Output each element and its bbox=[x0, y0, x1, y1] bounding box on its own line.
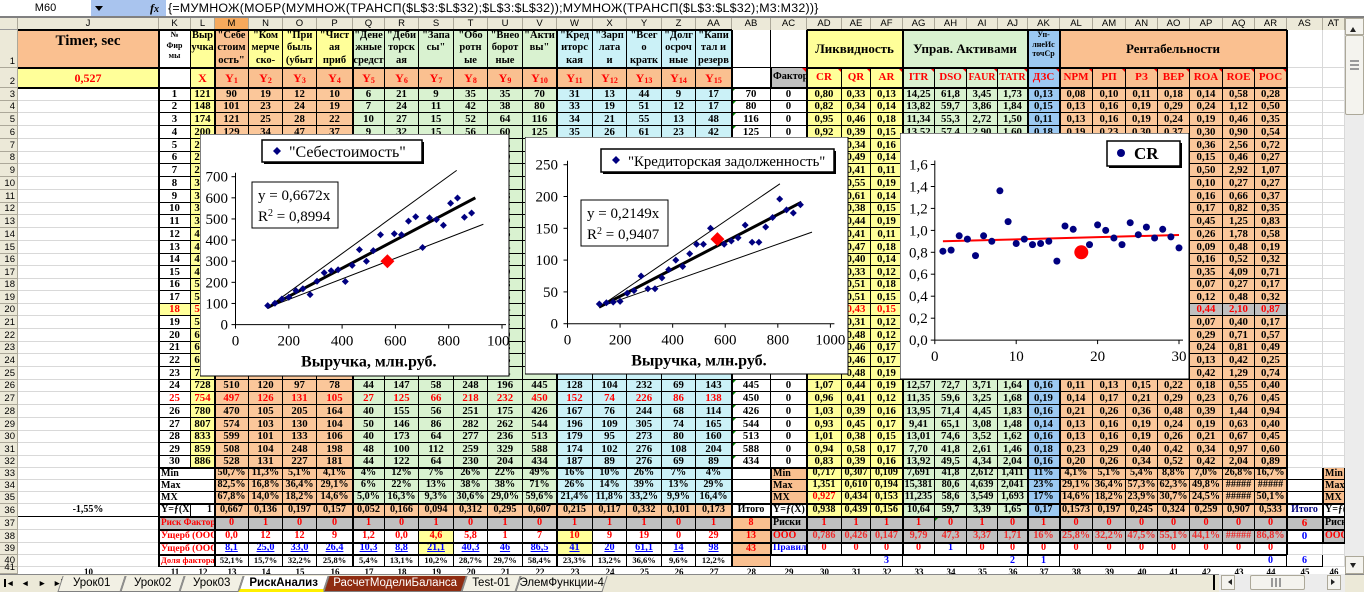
svg-text:1000: 1000 bbox=[487, 334, 510, 350]
svg-text:1,0: 1,0 bbox=[909, 223, 928, 239]
svg-text:R2 = 0,8994: R2 = 0,8994 bbox=[258, 208, 331, 226]
svg-text:0,8: 0,8 bbox=[909, 245, 928, 261]
svg-text:Выручка, млн.руб.: Выручка, млн.руб. bbox=[631, 353, 766, 370]
svg-text:y = 0,6672x: y = 0,6672x bbox=[258, 188, 331, 204]
svg-text:150: 150 bbox=[536, 221, 559, 237]
svg-text:y = 0,2149x: y = 0,2149x bbox=[587, 206, 660, 222]
svg-text:Выручка, млн.руб.: Выручка, млн.руб. bbox=[301, 354, 436, 371]
svg-text:100: 100 bbox=[206, 296, 229, 312]
svg-text:500: 500 bbox=[206, 212, 229, 228]
svg-text:200: 200 bbox=[609, 333, 632, 349]
svg-text:400: 400 bbox=[331, 334, 354, 350]
svg-text:400: 400 bbox=[661, 333, 684, 349]
svg-text:0,0: 0,0 bbox=[909, 333, 928, 349]
svg-text:1,2: 1,2 bbox=[909, 201, 928, 217]
svg-text:10: 10 bbox=[1009, 349, 1024, 365]
svg-text:0: 0 bbox=[232, 334, 240, 350]
svg-text:0,6: 0,6 bbox=[909, 267, 928, 283]
svg-text:200: 200 bbox=[278, 334, 301, 350]
svg-text:0: 0 bbox=[931, 349, 939, 365]
svg-text:100: 100 bbox=[536, 253, 559, 269]
svg-text:CR: CR bbox=[1134, 144, 1159, 163]
svg-text:30: 30 bbox=[1172, 349, 1187, 365]
svg-text:600: 600 bbox=[384, 334, 407, 350]
svg-text:1000: 1000 bbox=[815, 333, 845, 349]
svg-text:50: 50 bbox=[543, 285, 558, 301]
svg-text:0,4: 0,4 bbox=[909, 289, 928, 305]
svg-text:200: 200 bbox=[206, 275, 229, 291]
svg-text:250: 250 bbox=[536, 158, 559, 174]
svg-text:1,4: 1,4 bbox=[909, 180, 928, 196]
svg-text:200: 200 bbox=[536, 190, 559, 206]
svg-text:0: 0 bbox=[564, 333, 572, 349]
svg-text:300: 300 bbox=[206, 254, 229, 270]
svg-text:800: 800 bbox=[767, 333, 790, 349]
svg-text:"Кредиторская задолженность": "Кредиторская задолженность" bbox=[628, 154, 825, 170]
svg-text:0: 0 bbox=[551, 317, 559, 333]
svg-text:1,6: 1,6 bbox=[909, 158, 928, 174]
svg-text:"Себестоимость": "Себестоимость" bbox=[289, 144, 406, 161]
svg-text:20: 20 bbox=[1090, 349, 1105, 365]
svg-text:400: 400 bbox=[206, 233, 229, 249]
svg-text:600: 600 bbox=[206, 191, 229, 207]
svg-text:800: 800 bbox=[437, 334, 460, 350]
svg-text:0: 0 bbox=[221, 318, 229, 334]
svg-text:600: 600 bbox=[714, 333, 737, 349]
svg-text:0,2: 0,2 bbox=[909, 311, 928, 327]
svg-text:R2 = 0,9407: R2 = 0,9407 bbox=[587, 226, 660, 244]
svg-text:700: 700 bbox=[206, 170, 229, 186]
